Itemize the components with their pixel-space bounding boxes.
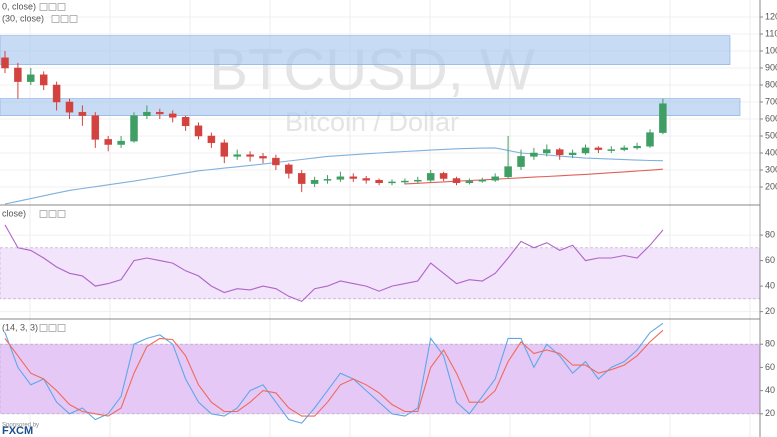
indicator-button xyxy=(51,15,60,23)
band xyxy=(0,343,761,415)
candle-body xyxy=(439,173,448,179)
candle-body xyxy=(207,135,216,144)
candle-body xyxy=(143,111,151,116)
candle-body xyxy=(594,147,603,150)
indicator-button xyxy=(69,15,78,23)
candle-body xyxy=(555,149,564,155)
y-tick-label: 20 xyxy=(765,408,775,418)
candle-body xyxy=(297,173,306,184)
series-line xyxy=(4,322,664,424)
candle-body xyxy=(130,115,138,142)
y-tick-label: 80 xyxy=(765,229,775,239)
y-tick-label: 500 xyxy=(765,130,777,140)
candle-body xyxy=(491,176,499,181)
candle-body xyxy=(414,179,422,182)
candle-body xyxy=(285,164,293,174)
y-tick-label: 200 xyxy=(765,181,777,191)
y-tick-label: 1100 xyxy=(765,28,777,38)
y-tick-label: 60 xyxy=(765,362,775,372)
candle-body xyxy=(168,113,177,118)
candle-body xyxy=(14,67,22,82)
zone xyxy=(0,98,741,116)
candle-body xyxy=(336,176,345,180)
candle-body xyxy=(465,180,474,184)
candle-body xyxy=(426,173,435,181)
candle-body xyxy=(194,125,203,137)
candle-body xyxy=(91,115,100,140)
indicator-button xyxy=(57,210,66,218)
candle-body xyxy=(78,111,87,116)
candle-body xyxy=(646,132,654,147)
y-tick-label: 40 xyxy=(765,385,775,395)
sponsor-text: Sponsored by xyxy=(2,423,39,429)
candle-body xyxy=(478,179,487,182)
y-tick-label: 1000 xyxy=(765,45,777,55)
indicator-label: (14, 3, 3) xyxy=(2,322,38,332)
y-tick-label: 900 xyxy=(765,62,777,72)
candle-body xyxy=(659,103,667,133)
candle-body xyxy=(620,147,628,150)
plot: 200 300 400 500 600 700 800 900 1000 1100 1200 0, c… xyxy=(0,1,777,424)
indicator-button xyxy=(39,210,48,218)
candle-body xyxy=(543,149,551,154)
candle-body xyxy=(452,178,461,183)
candle-body xyxy=(259,156,267,159)
candle-body xyxy=(104,139,112,145)
candle-body xyxy=(52,84,61,103)
indicator-button xyxy=(48,324,57,332)
candle-body xyxy=(220,142,229,157)
y-tick-label: 400 xyxy=(765,147,777,157)
candle-body xyxy=(607,149,616,151)
y-tick-label: 20 xyxy=(765,306,775,316)
indicator-label: close) xyxy=(2,208,26,218)
candle-body xyxy=(388,181,396,184)
y-tick-label: 1200 xyxy=(765,11,777,21)
y-tick-label: 300 xyxy=(765,164,777,174)
indicator-button xyxy=(57,3,66,11)
candle-body xyxy=(1,57,9,69)
zone xyxy=(0,35,731,65)
candle-body xyxy=(181,117,190,127)
y-tick-label: 40 xyxy=(765,280,775,290)
indicator-label: 0, close) xyxy=(2,1,36,11)
indicator-button xyxy=(39,324,48,332)
candle-body xyxy=(504,166,512,178)
y-tick-label: 600 xyxy=(765,113,777,123)
candle-body xyxy=(517,156,525,167)
series-line xyxy=(4,147,663,205)
y-tick-label: 80 xyxy=(765,339,775,349)
candle-body xyxy=(362,178,370,181)
y-tick-label: 60 xyxy=(765,255,775,265)
candle-body xyxy=(117,140,125,145)
indicator-button xyxy=(48,3,57,11)
candle-body xyxy=(401,180,409,183)
candle-body xyxy=(323,179,332,181)
candle-body xyxy=(39,74,48,86)
candle-body xyxy=(581,147,590,154)
candle-body xyxy=(233,154,241,157)
y-tick-label: 700 xyxy=(765,96,777,106)
indicator-button xyxy=(57,324,66,332)
candle-body xyxy=(272,157,280,166)
series-line xyxy=(4,329,664,417)
candle-body xyxy=(349,176,358,179)
candle-body xyxy=(568,152,577,155)
candle-body xyxy=(27,74,35,82)
indicator-label: (30, close) xyxy=(2,13,44,23)
indicator-button xyxy=(39,3,48,11)
candle-body xyxy=(310,179,319,184)
candle-body xyxy=(375,179,383,183)
sponsor-brand: FXCM xyxy=(2,425,33,437)
candle-body xyxy=(65,101,74,113)
series-line xyxy=(4,224,664,303)
y-tick-label: 800 xyxy=(765,79,777,89)
candle-body xyxy=(633,145,641,149)
indicator-button xyxy=(60,15,69,23)
candle-body xyxy=(156,111,164,115)
indicator-button xyxy=(48,210,57,218)
candle-body xyxy=(530,152,538,157)
series-line xyxy=(404,168,663,185)
candle-body xyxy=(246,154,254,157)
